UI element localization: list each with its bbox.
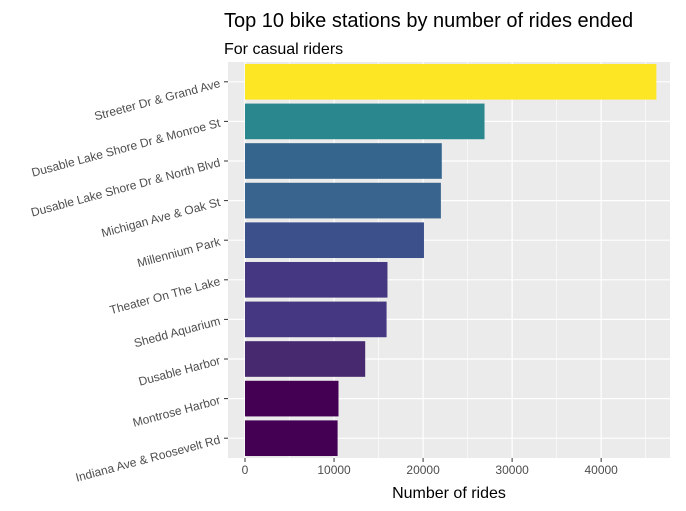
y-tick-label: Michigan Ave & Oak St xyxy=(100,195,223,240)
x-tick-label: 10000 xyxy=(317,463,351,477)
y-tick-label: Millennium Park xyxy=(136,234,223,270)
bar xyxy=(245,63,657,100)
bar xyxy=(245,380,339,417)
y-tick-label: Shedd Aquarium xyxy=(132,314,221,350)
bar xyxy=(245,103,485,140)
bars xyxy=(245,63,657,457)
x-axis-title: Number of rides xyxy=(392,485,506,502)
x-tick-label: 30000 xyxy=(495,463,529,477)
bar xyxy=(245,301,387,338)
bar xyxy=(245,182,441,219)
x-tick-label: 40000 xyxy=(584,463,618,477)
x-tick-label: 20000 xyxy=(406,463,440,477)
y-tick-label: Dusable Harbor xyxy=(137,353,222,388)
x-axis: 0 10000 20000 30000 40000 xyxy=(242,458,618,477)
bar xyxy=(245,341,366,377)
bar xyxy=(245,261,388,298)
chart-subtitle: For casual riders xyxy=(224,41,343,58)
y-tick-label: Theater On The Lake xyxy=(108,274,222,317)
chart-title: Top 10 bike stations by number of rides … xyxy=(224,10,633,32)
y-tick-label: Streeter Dr & Grand Ave xyxy=(93,76,222,123)
y-tick-label: Indiana Ave & Roosevelt Rd xyxy=(74,433,222,485)
bar xyxy=(245,222,424,259)
bar xyxy=(245,143,442,179)
y-tick-label: Montrose Harbor xyxy=(131,393,222,430)
x-tick-label: 0 xyxy=(242,463,249,477)
bar xyxy=(245,420,338,457)
